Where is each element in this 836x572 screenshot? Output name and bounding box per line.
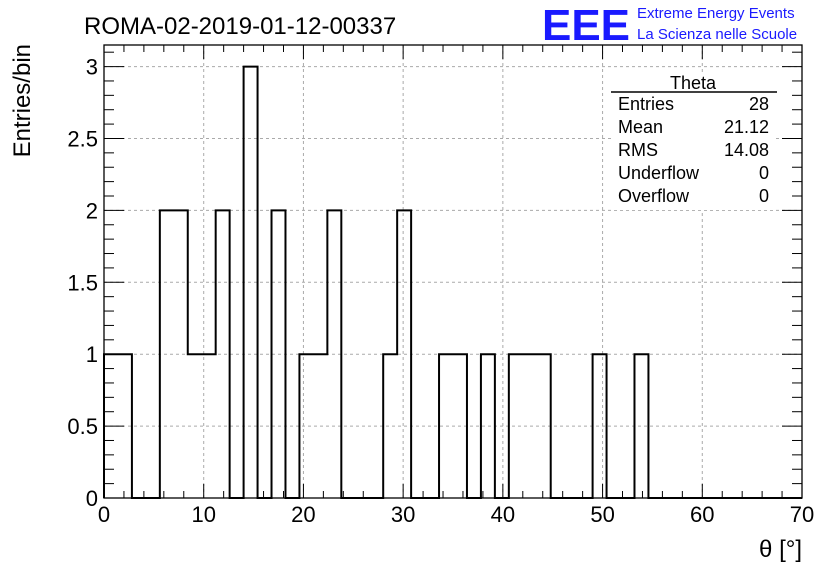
stats-box-background <box>611 75 776 210</box>
eee-logo-text: EEE <box>542 1 630 50</box>
stats-row-label: RMS <box>618 140 658 160</box>
y-tick-label: 1.5 <box>67 270 98 295</box>
plot-area: 0 10 20 30 40 50 60 70 0 0.5 1 1.5 2 2.5 3 <box>67 44 814 527</box>
histogram-bin <box>299 354 313 498</box>
stats-row-value: 21.12 <box>724 117 769 137</box>
stats-row-value: 14.08 <box>724 140 769 160</box>
histogram-bin <box>174 210 188 498</box>
y-tick-label: 0.5 <box>67 414 98 439</box>
stats-rows: Entries 28 Mean 21.12 RMS 14.08 Underflow 0 Over… <box>618 94 769 206</box>
stats-box-title: Theta <box>670 73 717 93</box>
x-tick-label: 0 <box>98 502 110 527</box>
x-tick-label: 20 <box>291 502 315 527</box>
y-axis-label: Entries/bin <box>9 44 36 157</box>
x-tick-labels: 0 10 20 30 40 50 60 70 <box>98 502 814 527</box>
x-tick-label: 70 <box>790 502 814 527</box>
x-tick-label: 60 <box>690 502 714 527</box>
stats-row-label: Mean <box>618 117 663 137</box>
histogram-bin <box>383 354 397 498</box>
y-tick-label: 2 <box>86 198 98 223</box>
y-tick-label: 1 <box>86 342 98 367</box>
x-tick-label: 30 <box>391 502 415 527</box>
axis-ticks <box>103 45 803 499</box>
stats-row-label: Entries <box>618 94 674 114</box>
stats-row-value: 28 <box>749 94 769 114</box>
histogram-bin <box>216 210 230 498</box>
x-axis-label: θ [°] <box>759 536 802 563</box>
stats-row-value: 0 <box>759 186 769 206</box>
y-tick-label: 0 <box>86 486 98 511</box>
chart-title: ROMA-02-2019-01-12-00337 <box>84 13 396 40</box>
stats-row-label: Overflow <box>618 186 690 206</box>
x-tick-label: 10 <box>191 502 215 527</box>
y-tick-label: 2.5 <box>67 126 98 151</box>
eee-logo-line1: Extreme Energy Events <box>637 5 795 22</box>
eee-logo: EEE Extreme Energy Events La Scienza nel… <box>542 1 797 50</box>
y-tick-label: 3 <box>86 55 98 80</box>
eee-logo-line2: La Scienza nelle Scuole <box>637 26 797 43</box>
stats-box: Theta Entries 28 Mean 21.12 RMS 14.08 Underflo… <box>611 73 777 210</box>
plot-frame <box>103 44 803 499</box>
x-tick-label: 40 <box>491 502 515 527</box>
stats-row-label: Underflow <box>618 163 700 183</box>
y-tick-labels: 0 0.5 1 1.5 2 2.5 3 <box>67 55 98 511</box>
stats-row-value: 0 <box>759 163 769 183</box>
x-tick-label: 50 <box>590 502 614 527</box>
